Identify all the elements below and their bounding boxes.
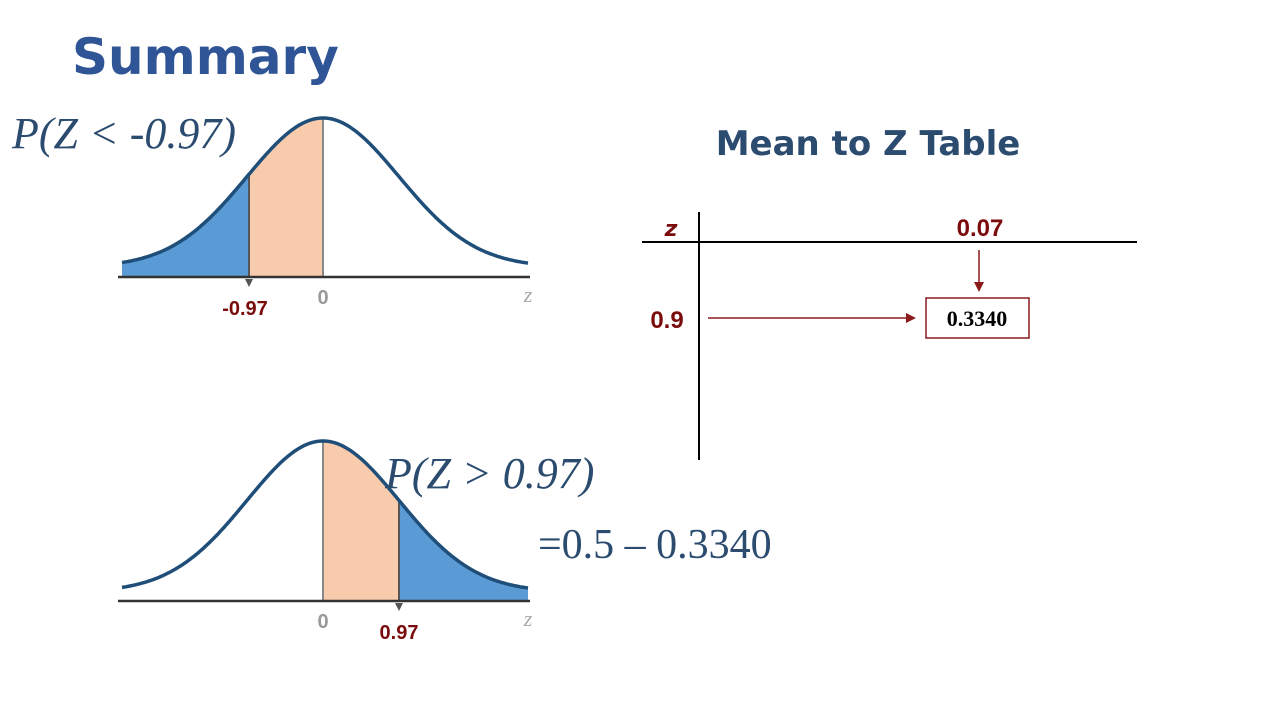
arrow-head [974, 282, 984, 292]
formula: P(Z > 0.97) [384, 449, 594, 498]
z-table: Mean to Z Table z 0.07 0.9 0.3340 [642, 124, 1137, 460]
cell: 0.3340 [947, 306, 1008, 331]
arrow-head [906, 313, 916, 323]
row-header: 0.9 [650, 307, 683, 334]
shaded-area [122, 174, 249, 277]
formula: P(Z < -0.97) [11, 109, 236, 158]
axis-label: z [523, 606, 533, 631]
shaded-area [249, 118, 323, 277]
bottom-curve [118, 439, 530, 603]
cut-label: 0.97 [380, 622, 419, 644]
shaded-area [323, 441, 399, 601]
density-curve [121, 439, 529, 590]
axis-label: z [523, 282, 533, 307]
slide-title: Summary [72, 28, 339, 86]
table-title: Mean to Z Table [716, 124, 1021, 164]
tick-arrow [395, 603, 403, 611]
column-header: 0.07 [957, 215, 1004, 242]
top-curve [118, 116, 530, 279]
cut-label: -0.97 [222, 298, 268, 320]
z-header: z [664, 217, 678, 242]
center-label: 0 [317, 287, 328, 309]
center-label: 0 [317, 611, 328, 633]
result: =0.5 – 0.3340 [538, 522, 772, 568]
shaded-area [399, 500, 528, 601]
density-curve [121, 116, 529, 265]
tick-arrow [245, 279, 253, 287]
cell-box [925, 297, 1030, 339]
